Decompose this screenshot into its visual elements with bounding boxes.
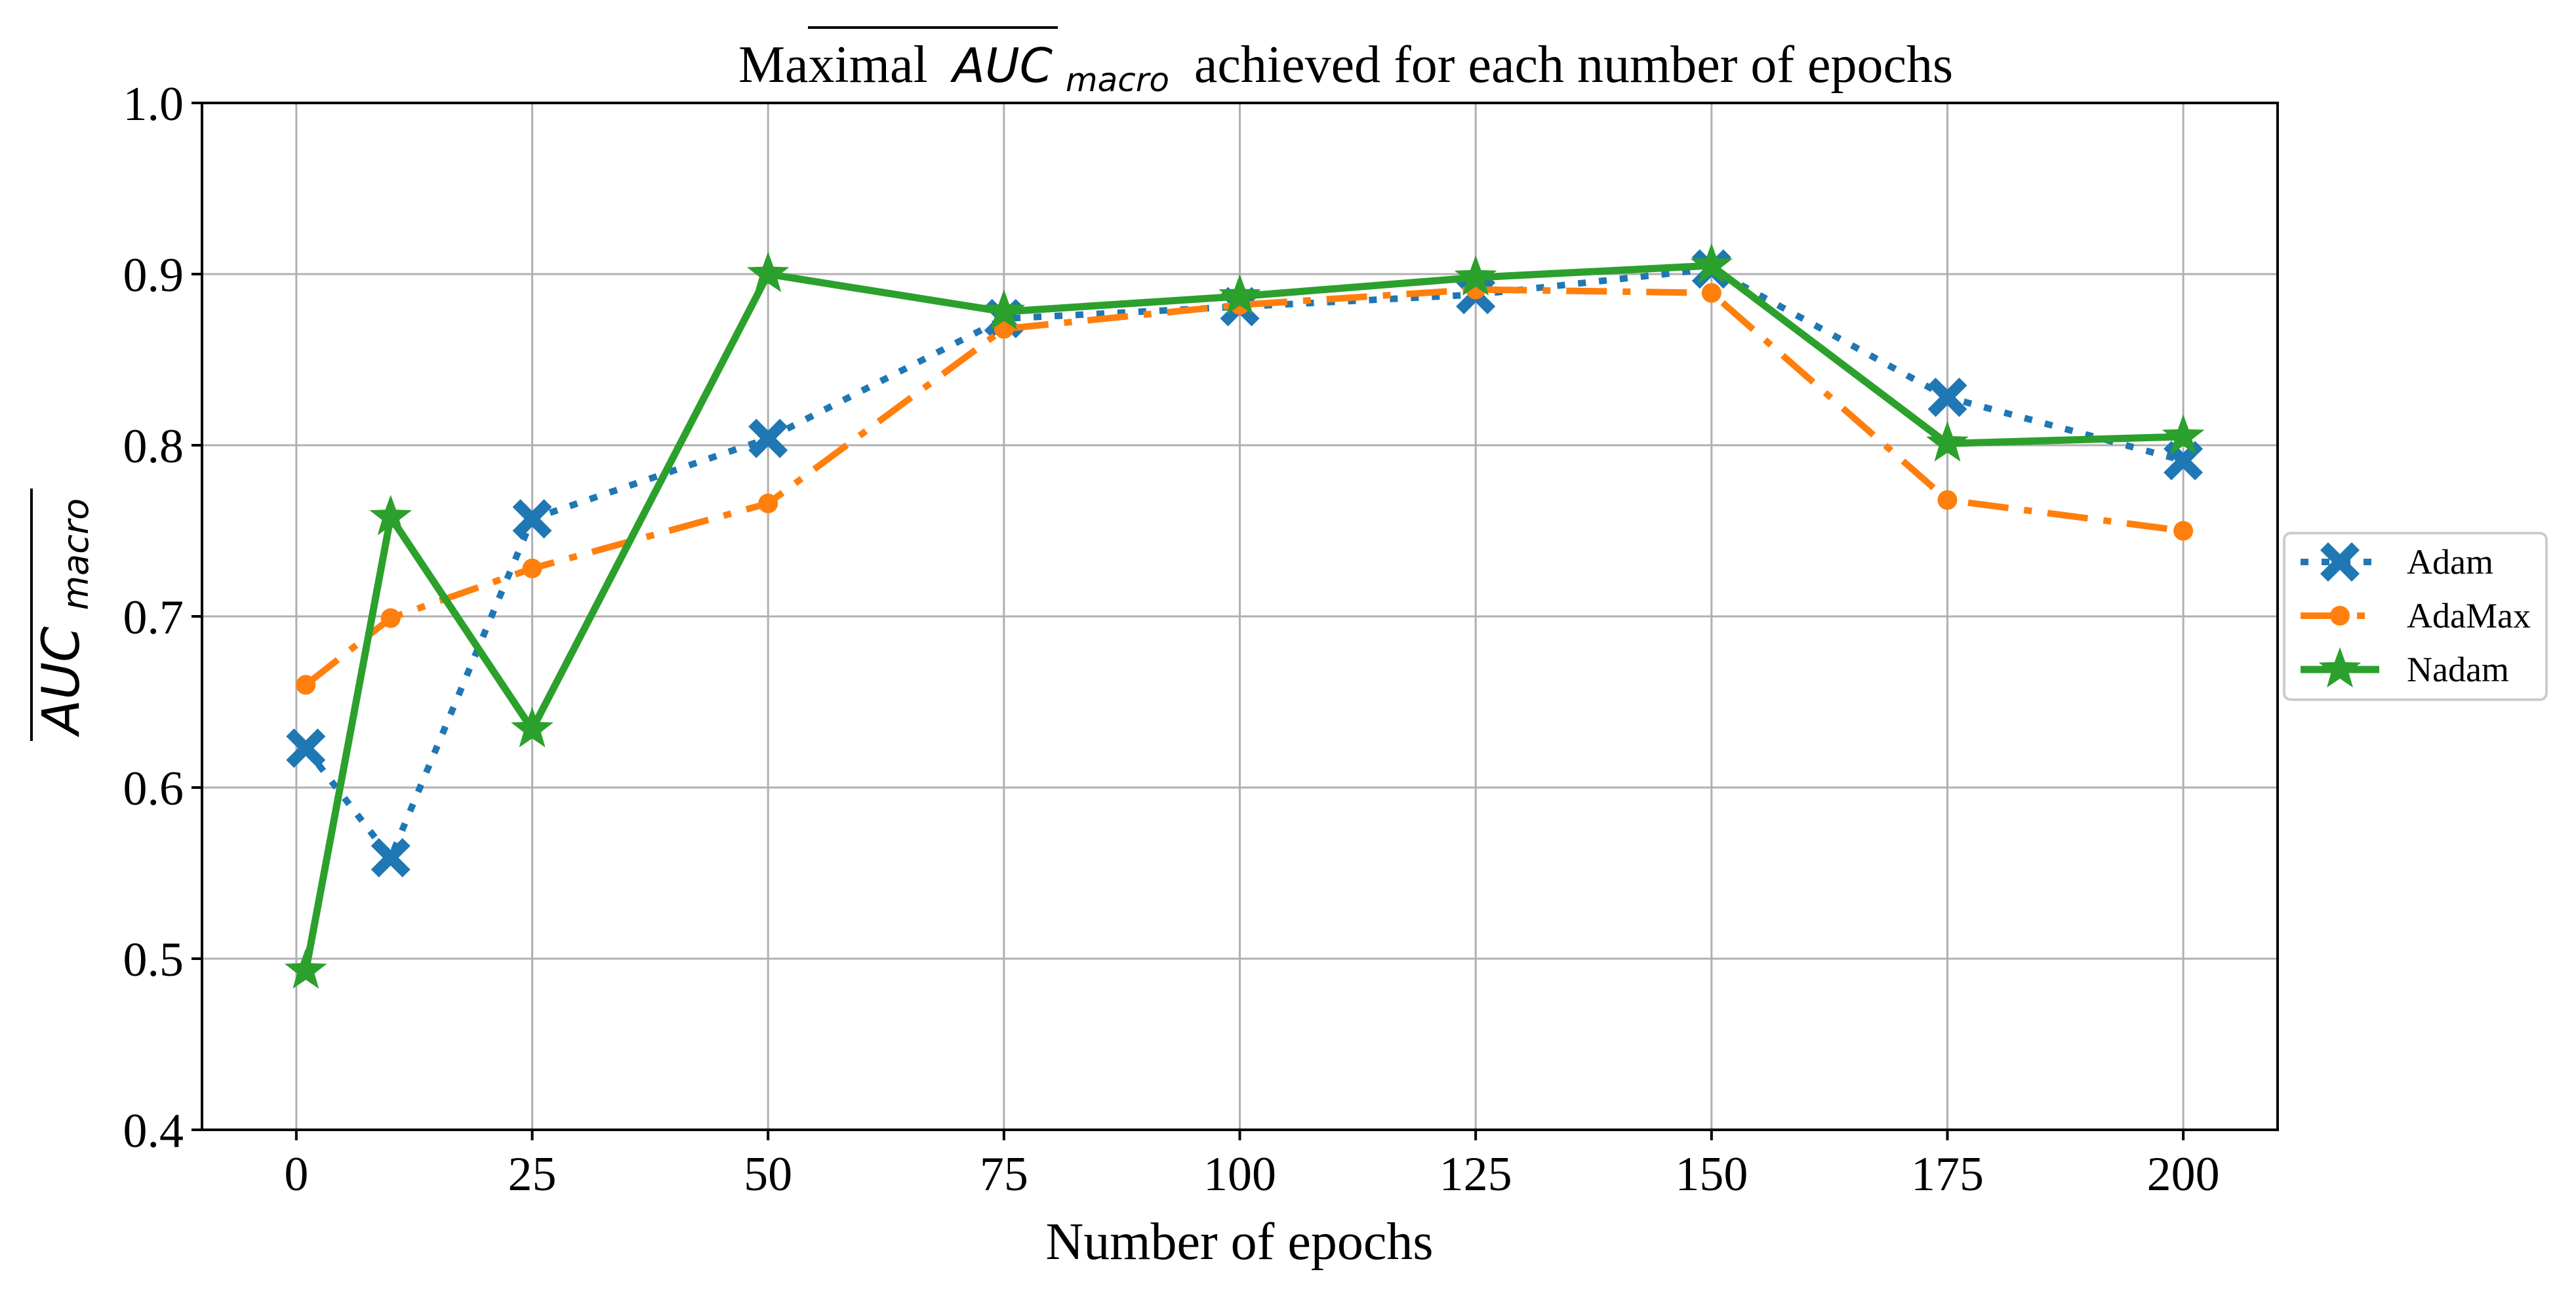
x-tick-label: 25 <box>508 1148 557 1201</box>
x-tick-label: 100 <box>1203 1148 1276 1201</box>
data-point <box>1937 490 1958 510</box>
data-point <box>2162 414 2205 455</box>
data-point <box>511 707 553 748</box>
x-tick-label: 200 <box>2147 1148 2220 1201</box>
data-point <box>369 494 413 536</box>
legend-label: AdaMax <box>2407 596 2531 635</box>
series-layer <box>284 243 2205 989</box>
series-line <box>302 262 2184 972</box>
x-tick-label: 175 <box>1911 1148 1984 1201</box>
y-tick-label: 0.9 <box>123 249 184 302</box>
legend-label: Nadam <box>2407 650 2509 689</box>
data-point <box>522 558 542 578</box>
data-point <box>1454 255 1497 296</box>
data-point <box>1690 243 1733 284</box>
x-tick-label: 125 <box>1439 1148 1512 1201</box>
data-point <box>371 838 411 877</box>
y-tick-label: 0.5 <box>123 933 184 987</box>
data-point <box>1701 283 1721 303</box>
series-nadam <box>284 243 2205 989</box>
legend-marker <box>2318 647 2362 688</box>
data-point <box>1218 273 1261 315</box>
y-axis-label: AUC macro <box>30 489 96 741</box>
title-prefix: Maximal <box>738 36 928 94</box>
y-axis-label-symbol: AUC <box>32 626 91 738</box>
series-line <box>303 266 2184 861</box>
x-tick-label: 0 <box>284 1148 308 1201</box>
series-adamax <box>296 279 2194 695</box>
title-symbol-sub: macro <box>1066 61 1169 99</box>
y-tick-label: 0.4 <box>123 1104 184 1158</box>
data-point <box>982 289 1026 330</box>
x-tick-label: 75 <box>980 1148 1028 1201</box>
data-point <box>758 493 778 513</box>
y-axis-label-sub: macro <box>55 498 96 610</box>
legend: Adam AdaMax Nadam <box>2283 532 2548 701</box>
x-tick-label: 50 <box>744 1148 792 1201</box>
series-line <box>304 286 2184 688</box>
x-axis-label: Number of epochs <box>1046 1213 1434 1271</box>
y-tick-label: 0.8 <box>123 420 184 473</box>
y-tick-label: 0.6 <box>123 762 184 816</box>
data-point <box>286 729 326 768</box>
data-point <box>512 499 552 539</box>
data-point <box>2173 521 2194 541</box>
title-symbol: AUC <box>950 38 1053 93</box>
y-axis: 0.4 0.5 0.6 0.7 0.8 0.9 1.0 <box>123 77 202 1158</box>
legend-label: Adam <box>2407 542 2493 582</box>
data-point <box>284 948 327 989</box>
legend-marker <box>2320 542 2360 582</box>
y-tick-label: 1.0 <box>123 77 184 131</box>
data-point <box>748 418 788 458</box>
legend-marker <box>2330 606 2350 626</box>
data-point <box>746 252 790 292</box>
x-axis: 0 25 50 75 100 125 150 175 200 <box>284 1130 2220 1201</box>
data-point <box>296 675 316 695</box>
chart-title: Maximal AUC macro achieved for each numb… <box>738 36 1953 103</box>
y-tick-label: 0.7 <box>123 591 184 645</box>
x-tick-label: 150 <box>1675 1148 1748 1201</box>
y-axis-label-text: AUC macro <box>32 498 96 738</box>
data-point <box>1927 377 1967 417</box>
data-point <box>1926 421 1969 462</box>
title-suffix: achieved for each number of epochs <box>1194 36 1953 94</box>
data-point <box>380 608 401 628</box>
